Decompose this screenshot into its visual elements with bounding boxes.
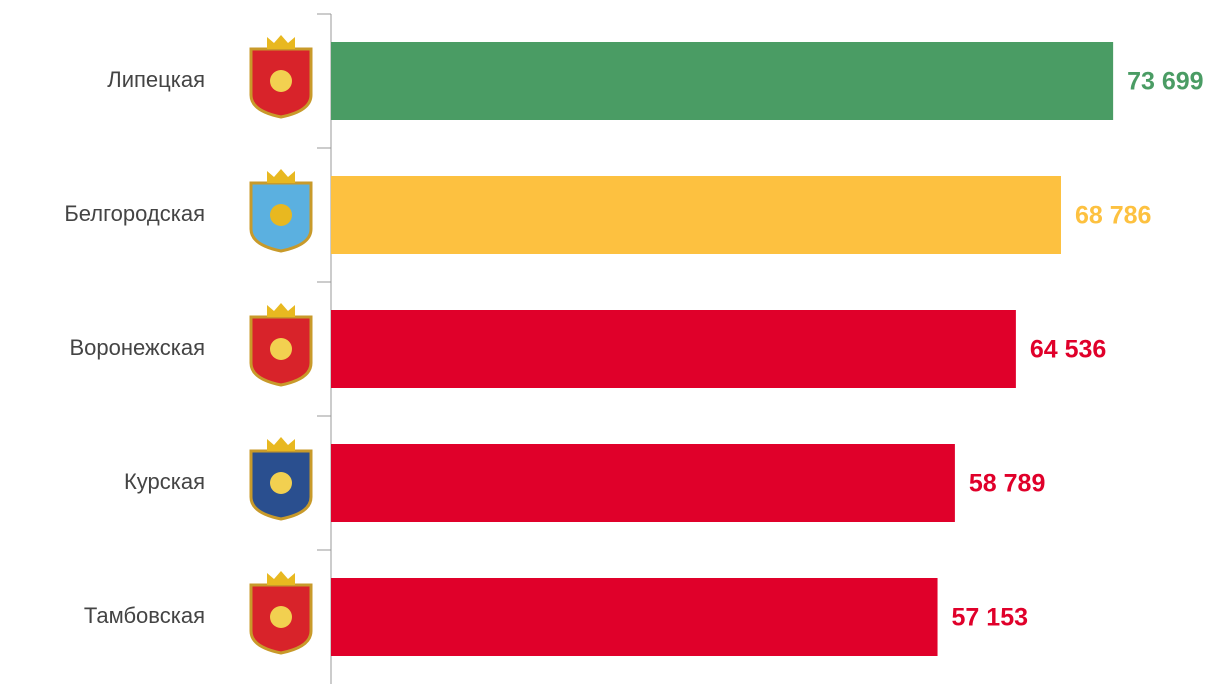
crown <box>267 571 295 585</box>
crown <box>267 35 295 49</box>
crown <box>267 437 295 451</box>
emblem <box>270 70 292 92</box>
coat-of-arms <box>249 169 313 253</box>
bar <box>331 42 1114 120</box>
crown <box>267 303 295 317</box>
coat-of-arms <box>249 571 313 655</box>
bar <box>331 444 955 522</box>
category-label: Курская <box>124 469 205 494</box>
category-label: Тамбовская <box>84 603 205 628</box>
emblem <box>270 204 292 226</box>
value-label: 58 789 <box>969 470 1045 498</box>
value-label: 64 536 <box>1030 336 1106 364</box>
category-label: Воронежская <box>70 335 206 360</box>
value-label: 57 153 <box>952 604 1028 632</box>
category-label: Белгородская <box>64 201 205 226</box>
bar <box>331 310 1016 388</box>
emblem <box>270 472 292 494</box>
value-label: 68 786 <box>1075 202 1151 230</box>
value-label: 73 699 <box>1127 68 1203 96</box>
bar <box>331 176 1061 254</box>
emblem <box>270 606 292 628</box>
crown <box>267 169 295 183</box>
coat-of-arms <box>249 303 313 387</box>
category-label: Липецкая <box>107 67 205 92</box>
coat-of-arms <box>249 437 313 521</box>
coat-of-arms <box>249 35 313 119</box>
bar <box>331 578 938 656</box>
emblem <box>270 338 292 360</box>
